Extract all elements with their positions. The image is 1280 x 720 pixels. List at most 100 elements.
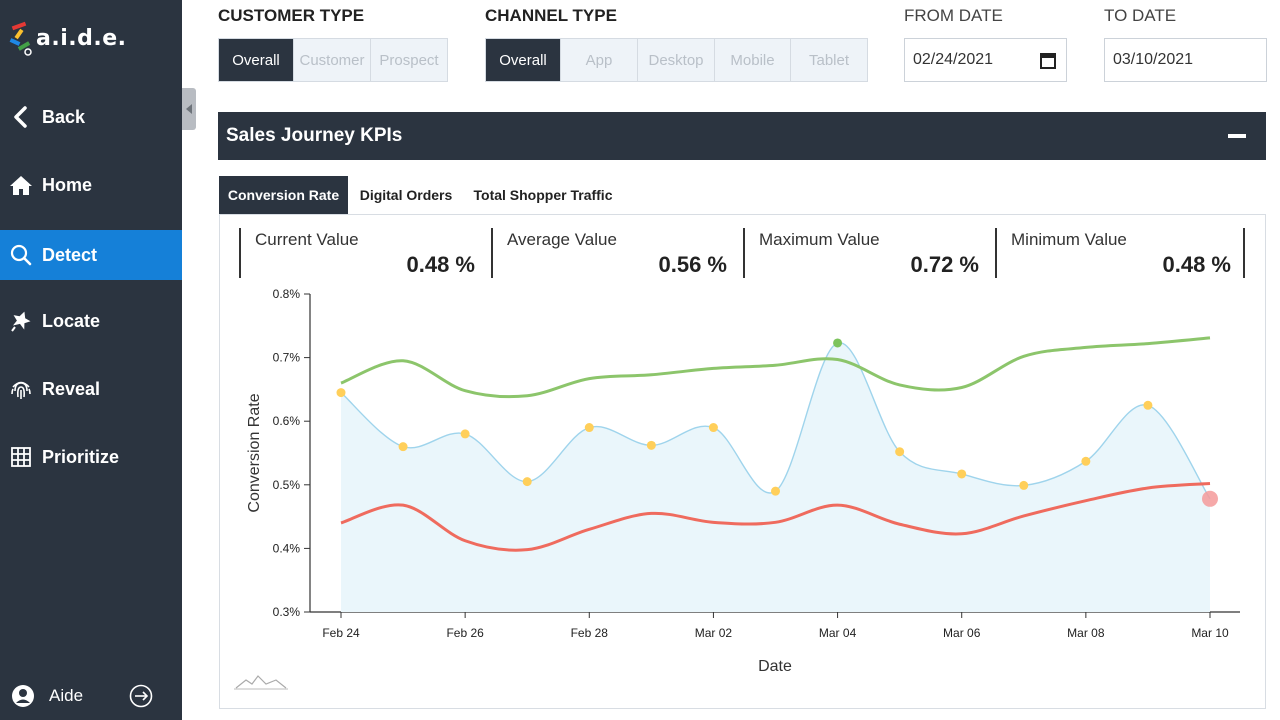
kpi-value: 0.48 % xyxy=(406,252,476,277)
back-button[interactable]: Back xyxy=(0,92,182,142)
y-tick-label: 0.7% xyxy=(273,351,301,365)
caret-left-icon xyxy=(186,104,192,114)
y-tick-label: 0.5% xyxy=(273,478,301,492)
kpi-panel-header: Sales Journey KPIs xyxy=(218,112,1266,160)
series-upper-line xyxy=(340,336,1211,399)
customer-type-selector: Overall Customer Prospect xyxy=(218,38,448,82)
calendar-icon[interactable] xyxy=(1040,52,1056,69)
minimize-icon[interactable] xyxy=(1228,134,1246,138)
sidebar-collapse-handle[interactable] xyxy=(182,88,196,130)
panel-title: Sales Journey KPIs xyxy=(226,125,403,146)
data-point xyxy=(336,388,346,398)
kpi-value: 0.56 % xyxy=(658,252,728,277)
x-tick-label: Mar 08 xyxy=(1067,626,1105,640)
channel-type-mobile[interactable]: Mobile xyxy=(715,39,791,81)
data-point xyxy=(460,429,470,439)
kpi-label: Average Value xyxy=(507,230,617,249)
to-date-value: 03/10/2021 xyxy=(1113,51,1194,68)
kpi-average-value: Average Value 0.56 % xyxy=(491,228,743,278)
aide-logo-icon xyxy=(9,21,32,56)
channel-type-tablet[interactable]: Tablet xyxy=(791,39,867,81)
kpi-value: 0.72 % xyxy=(910,252,980,277)
user-avatar-icon xyxy=(12,685,34,707)
kpi-label: Minimum Value xyxy=(1011,230,1127,249)
back-label: Back xyxy=(42,106,86,127)
search-icon xyxy=(9,243,33,267)
x-axis-title: Date xyxy=(758,658,792,675)
data-point xyxy=(522,477,532,487)
zoom-brush-icon[interactable] xyxy=(234,675,288,690)
sidebar: a.i.d.e. Back Home Detect Locate xyxy=(0,0,182,720)
x-tick-label: Feb 26 xyxy=(446,626,484,640)
sidebar-item-label: Detect xyxy=(42,244,98,265)
data-point-max xyxy=(833,338,843,348)
sidebar-item-prioritize[interactable]: Prioritize xyxy=(0,432,182,482)
kpi-maximum-value: Maximum Value 0.72 % xyxy=(743,228,995,278)
series-main-area xyxy=(341,342,1210,612)
chevron-left-icon xyxy=(9,105,33,129)
channel-type-desktop[interactable]: Desktop xyxy=(638,39,715,81)
pin-icon xyxy=(9,309,33,333)
customer-type-label: CUSTOMER TYPE xyxy=(218,6,365,25)
grid-icon xyxy=(9,445,33,469)
data-point xyxy=(1081,456,1091,466)
data-point xyxy=(957,469,967,479)
kpi-current-value: Current Value 0.48 % xyxy=(239,228,491,278)
data-point xyxy=(584,423,594,433)
kpi-value: 0.48 % xyxy=(1162,252,1232,277)
x-tick-label: Mar 10 xyxy=(1191,626,1229,640)
data-point-current xyxy=(1202,490,1218,507)
kpi-label: Current Value xyxy=(255,230,359,249)
data-point xyxy=(708,423,718,433)
tab-conversion-rate[interactable]: Conversion Rate xyxy=(219,176,348,214)
to-date-label: TO DATE xyxy=(1104,6,1177,25)
data-point xyxy=(771,486,780,496)
x-tick-label: Mar 02 xyxy=(695,626,733,640)
from-date-input[interactable]: 02/24/2021 xyxy=(904,38,1067,82)
y-axis-title: Conversion Rate xyxy=(246,393,263,512)
tab-total-shopper-traffic[interactable]: Total Shopper Traffic xyxy=(473,187,613,203)
kpi-divider xyxy=(1243,228,1245,278)
kpi-label: Maximum Value xyxy=(759,230,880,249)
channel-type-overall[interactable]: Overall xyxy=(486,39,561,81)
channel-type-selector: Overall App Desktop Mobile Tablet xyxy=(485,38,868,82)
sidebar-item-label: Reveal xyxy=(42,378,101,399)
data-point xyxy=(895,447,905,457)
x-tick-label: Feb 28 xyxy=(571,626,609,640)
logout-icon[interactable] xyxy=(128,683,154,709)
x-tick-label: Feb 24 xyxy=(322,626,360,640)
channel-type-label: CHANNEL TYPE xyxy=(485,6,617,25)
fingerprint-icon xyxy=(9,377,33,401)
to-date-input[interactable]: 03/10/2021 xyxy=(1104,38,1267,82)
tab-digital-orders[interactable]: Digital Orders xyxy=(359,187,453,203)
from-date-value: 02/24/2021 xyxy=(913,51,994,68)
sidebar-item-locate[interactable]: Locate xyxy=(0,296,182,346)
home-icon xyxy=(9,173,33,197)
customer-type-prospect[interactable]: Prospect xyxy=(371,39,447,81)
from-date-label: FROM DATE xyxy=(904,6,1003,25)
logo: a.i.d.e. xyxy=(8,14,127,62)
logo-text: a.i.d.e. xyxy=(36,25,127,51)
series-lower-line xyxy=(340,482,1211,552)
x-tick-label: Mar 06 xyxy=(943,626,981,640)
y-tick-label: 0.6% xyxy=(273,414,301,428)
sidebar-item-label: Locate xyxy=(42,310,101,331)
channel-type-app[interactable]: App xyxy=(561,39,638,81)
y-tick-label: 0.3% xyxy=(273,605,301,619)
user-profile[interactable]: Aide xyxy=(0,672,182,720)
sidebar-item-label: Prioritize xyxy=(42,446,120,467)
sidebar-item-label: Home xyxy=(42,174,93,195)
kpi-minimum-value: Minimum Value 0.48 % xyxy=(995,228,1247,278)
y-tick-label: 0.4% xyxy=(273,541,301,555)
series-main-line xyxy=(340,342,1211,500)
customer-type-customer[interactable]: Customer xyxy=(294,39,371,81)
sidebar-item-home[interactable]: Home xyxy=(0,160,182,210)
data-point xyxy=(1019,480,1029,490)
sidebar-item-reveal[interactable]: Reveal xyxy=(0,364,182,414)
y-tick-label: 0.8% xyxy=(273,287,301,301)
sidebar-item-detect[interactable]: Detect xyxy=(0,230,182,280)
customer-type-overall[interactable]: Overall xyxy=(219,39,294,81)
data-point xyxy=(398,442,408,452)
